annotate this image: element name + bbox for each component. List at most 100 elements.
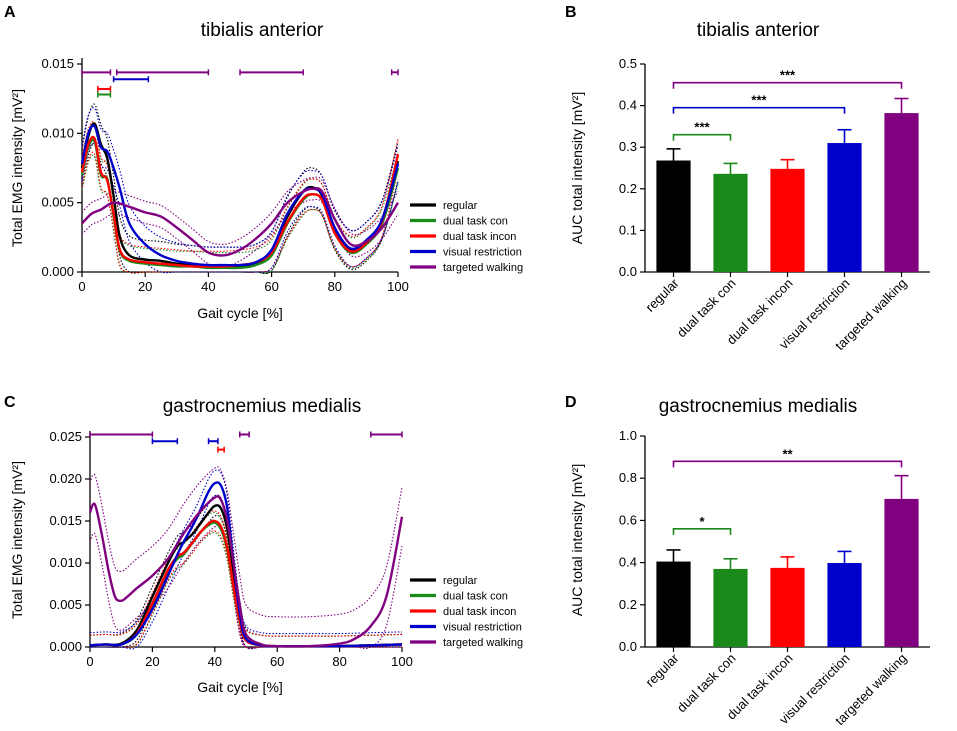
panel-c-xlabel: Gait cycle [%]	[197, 679, 283, 695]
series-line-targeted-walking	[88, 495, 404, 648]
bar-dual-task-incon	[770, 168, 805, 272]
series-band-upper-visual-restriction	[81, 107, 399, 248]
legend-label-dual-task-con: dual task con	[443, 216, 508, 228]
bar-targeted-walking	[884, 498, 919, 647]
panel-a-x-tick-label: 0	[78, 279, 85, 294]
significance-bracket-dual-task-con	[672, 528, 732, 535]
panel-d-y-tick-label: 0.2	[619, 597, 637, 612]
panel-d-title: gastrocnemius medialis	[659, 396, 858, 417]
panel-a-y-tick-label: 0.015	[41, 56, 74, 71]
panel-b-y-tick-label: 0.1	[619, 222, 637, 237]
series-band-upper-dual-task-con	[81, 123, 399, 254]
panel-c-y-tick-label: 0.020	[49, 471, 82, 486]
bar-targeted-walking	[884, 113, 919, 272]
panel-d-y-tick-label: 0.6	[619, 512, 637, 527]
panel-d-y-tick-label: 0.0	[619, 639, 637, 654]
significance-bracket-visual-restriction	[672, 106, 846, 114]
series-line-dual-task-incon	[89, 519, 403, 648]
panel-c-x-tick-label: 60	[270, 654, 284, 669]
series-line-visual-restriction	[80, 124, 400, 267]
panel-b-title: tibialis anterior	[697, 20, 820, 41]
bar-visual-restriction	[827, 563, 862, 647]
panel-c-y-tick-label: 0.015	[49, 513, 82, 528]
panel-a-title: tibialis anterior	[201, 20, 324, 41]
bar-regular	[656, 561, 691, 647]
series-band-upper-dual-task-incon	[89, 510, 403, 637]
legend-label-dual-task-incon: dual task incon	[443, 606, 516, 618]
panel-a-xlabel: Gait cycle [%]	[197, 305, 283, 321]
series-band-upper-visual-restriction	[89, 469, 403, 635]
panel-b-y-tick-label: 0.2	[619, 181, 637, 196]
panel-a-x-tick-label: 60	[264, 279, 278, 294]
panel-b-y-tick-label: 0.5	[619, 56, 637, 71]
panel-c-title: gastrocnemius medialis	[163, 396, 362, 417]
panel-d-y-tick-label: 0.4	[619, 555, 637, 570]
panel-b-y-tick-label: 0.4	[619, 98, 637, 113]
series-line-dual-task-incon	[80, 135, 400, 268]
bar-dual-task-con	[713, 568, 748, 647]
legend-label-targeted-walking: targeted walking	[443, 262, 523, 274]
series-band-upper-targeted-walking	[81, 176, 399, 245]
panel-a-y-tick-label: 0.000	[41, 264, 74, 279]
panel-c-y-tick-label: 0.025	[49, 429, 82, 444]
legend-label-dual-task-con: dual task con	[443, 591, 508, 603]
series-band-upper-regular	[89, 494, 403, 637]
significance-bracket-targeted-walking	[672, 460, 903, 468]
panel-a-y-tick-label: 0.010	[41, 125, 74, 140]
legend-label-visual-restriction: visual restriction	[443, 622, 522, 634]
series-band-lower-dual-task-incon	[81, 151, 399, 274]
bar-dual-task-incon	[770, 567, 805, 647]
category-label-regular: regular	[642, 650, 682, 690]
panel-c-y-tick-label: 0.010	[49, 555, 82, 570]
panel-a-x-tick-label: 20	[138, 279, 152, 294]
bar-regular	[656, 160, 691, 272]
bar-visual-restriction	[827, 143, 862, 272]
series-band-lower-visual-restriction	[81, 143, 399, 274]
panel-b-y-tick-label: 0.3	[619, 139, 637, 154]
legend-label-dual-task-incon: dual task incon	[443, 231, 516, 243]
series-line-targeted-walking	[81, 187, 400, 257]
bar-dual-task-con	[713, 173, 748, 272]
category-label-regular: regular	[642, 275, 682, 315]
panel-c-y-tick-label: 0.005	[49, 597, 82, 612]
series-band-upper-dual-task-incon	[81, 121, 399, 252]
panel-c-y-tick-label: 0.000	[49, 639, 82, 654]
panel-a-x-tick-label: 40	[201, 279, 215, 294]
panel-d-y-tick-label: 1.0	[619, 428, 637, 443]
series-band-upper-dual-task-con	[89, 511, 403, 637]
legend-label-regular: regular	[443, 200, 478, 212]
significance-stars: **	[782, 446, 793, 461]
legend-label-regular: regular	[443, 575, 478, 587]
significance-bracket-targeted-walking	[672, 81, 903, 89]
panel-letter-a: A	[4, 4, 16, 21]
significance-stars: ***	[694, 120, 710, 135]
panel-letter-d: D	[565, 394, 577, 411]
panel-c-x-tick-label: 100	[391, 654, 413, 669]
panel-a-line-chart: 0 20 40 60 80 100 0.000 0.005 0.010 0.015 regular d…	[41, 56, 523, 294]
panel-letter-b: B	[565, 4, 577, 21]
panel-d-ylabel: AUC total intensity [mV²]	[569, 464, 585, 617]
panel-c-x-tick-label: 80	[332, 654, 346, 669]
panel-a-ylabel: Total EMG intensity [mV²]	[9, 89, 25, 247]
legend-label-visual-restriction: visual restriction	[443, 247, 522, 259]
significance-stars: ***	[751, 93, 767, 108]
legend-label-targeted-walking: targeted walking	[443, 637, 523, 649]
panel-a-x-tick-label: 100	[387, 279, 409, 294]
significance-stars: ***	[780, 68, 796, 83]
panel-a-y-tick-label: 0.005	[41, 195, 74, 210]
panel-letter-c: C	[4, 394, 16, 411]
panel-c-x-tick-label: 20	[145, 654, 159, 669]
significance-bracket-dual-task-con	[672, 133, 732, 141]
panel-c-x-tick-label: 40	[208, 654, 222, 669]
panel-c-line-chart: 0 20 40 60 80 100 0.000 0.005 0.010 0.015 0.020 0.0…	[49, 429, 523, 669]
panel-d-y-tick-label: 0.8	[619, 470, 637, 485]
significance-stars: *	[699, 514, 705, 529]
series-band-upper-targeted-walking	[89, 466, 403, 618]
panel-b-ylabel: AUC total intensity [mV²]	[569, 92, 585, 245]
panel-c-x-tick-label: 0	[86, 654, 93, 669]
panel-b-y-tick-label: 0.0	[619, 264, 637, 279]
panel-c-ylabel: Total EMG intensity [mV²]	[9, 461, 25, 619]
